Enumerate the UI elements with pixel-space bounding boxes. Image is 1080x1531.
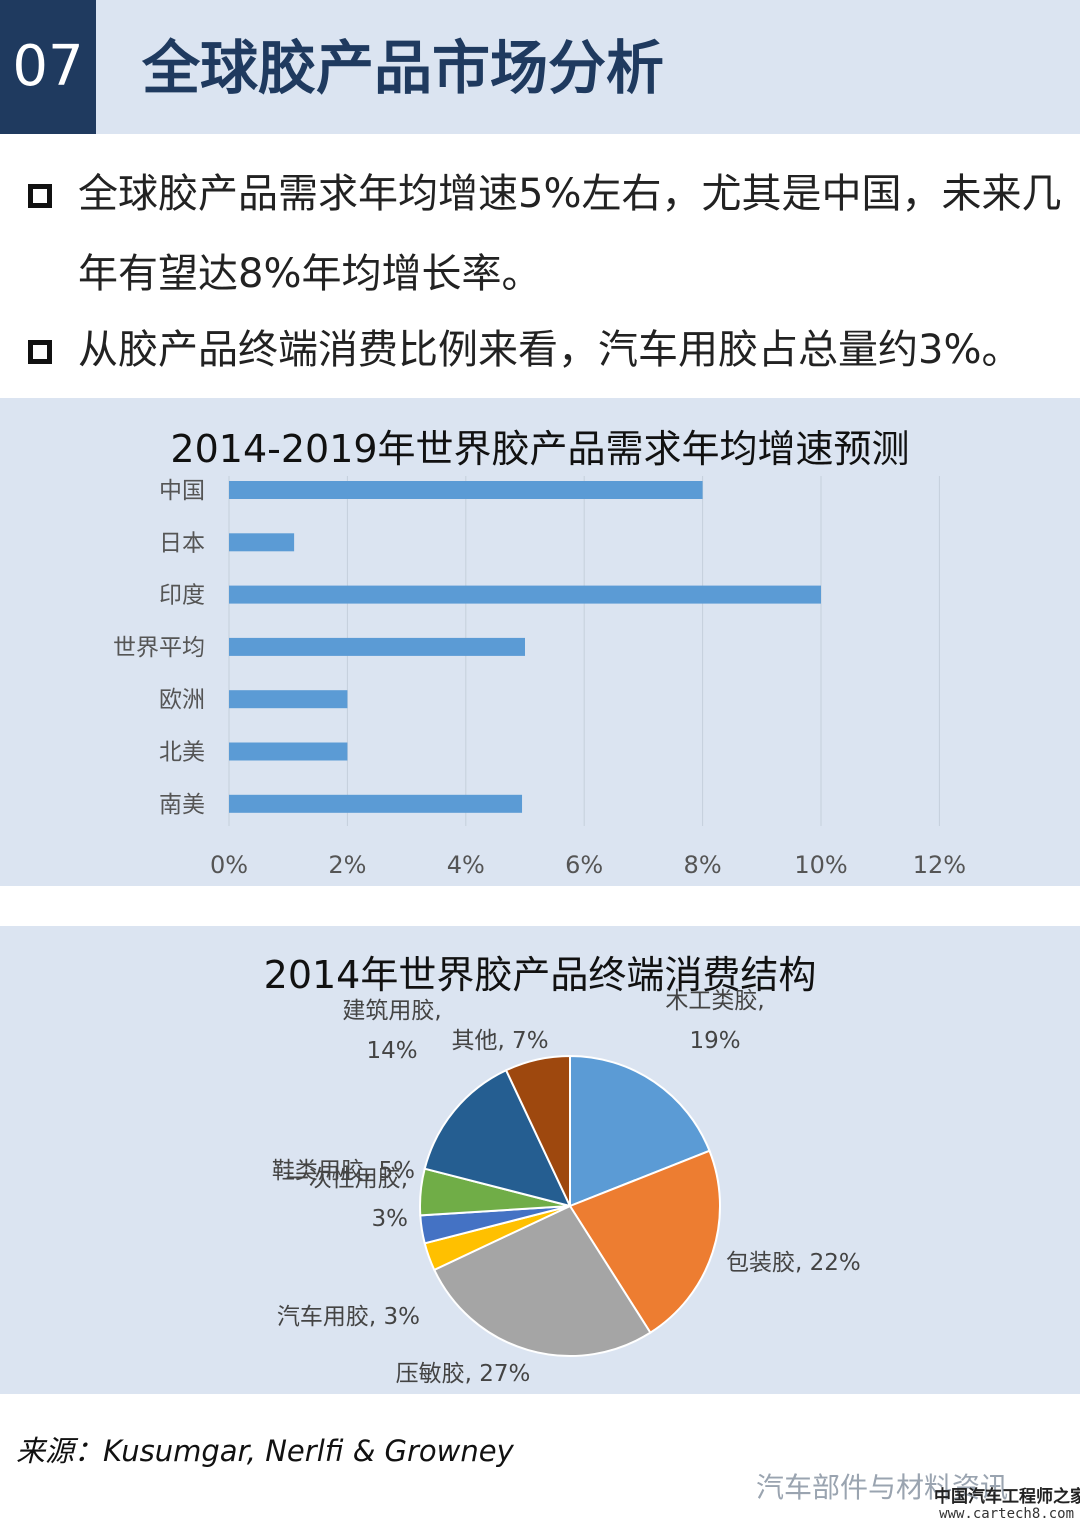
category-label: 南美 <box>159 792 205 818</box>
x-tick-label: 0% <box>210 851 248 879</box>
pie-slice <box>423 1068 572 1208</box>
bar-chart-title: 2014-2019年世界胶产品需求年均增速预测 <box>170 427 910 471</box>
bar <box>229 637 525 656</box>
category-label: 欧洲 <box>159 687 205 713</box>
bullet-text: 从胶产品终端消费比例来看，汽车用胶占总量约3%。 <box>78 327 1022 373</box>
x-tick-label: 6% <box>565 851 603 879</box>
category-label: 中国 <box>159 478 205 504</box>
page-title: 全球胶产品市场分析 <box>142 34 665 102</box>
bar <box>229 585 821 604</box>
slice-label: 压敏胶, 27% <box>396 1361 531 1387</box>
category-label: 北美 <box>159 740 205 766</box>
bar <box>229 481 703 499</box>
pie-slice <box>568 1149 721 1335</box>
x-tick-label: 8% <box>684 851 722 879</box>
category-label: 世界平均 <box>113 635 205 661</box>
bar <box>229 742 348 761</box>
bar <box>229 690 348 709</box>
slice-label: 14% <box>366 1038 417 1064</box>
x-tick-label: 4% <box>447 851 485 879</box>
pie-slice <box>569 1054 711 1208</box>
slice-label: 其他, 7% <box>451 1028 548 1054</box>
slice-label: 汽车用胶, 3% <box>277 1304 420 1330</box>
checkbox-square-icon <box>28 184 52 208</box>
watermark-url: www.cartech8.com <box>939 1506 1074 1522</box>
x-tick-label: 10% <box>794 851 847 879</box>
source-note: 来源：Kusumgar, Nerlfi & Growney <box>16 1434 514 1468</box>
bar-chart-panel: 2014-2019年世界胶产品需求年均增速预测 0% 2% 4% 6% 8% 10% 12%… <box>0 398 1080 886</box>
pie-slice <box>432 1204 652 1357</box>
slice-label: 建筑用胶, <box>342 998 441 1024</box>
bullet-text: 全球胶产品需求年均增速5%左右，尤其是中国，未来几年有望达8%年均增长率。 <box>78 171 1062 297</box>
slice-label: 鞋类用胶, 5% <box>272 1158 415 1184</box>
category-label: 印度 <box>159 583 205 609</box>
pie-chart-panel: 2014年世界胶产品终端消费结构 木工类胶, 19% 包装胶, 22% 压敏胶, 27… <box>0 926 1080 1394</box>
pie-chart-title: 2014年世界胶产品终端消费结构 <box>263 953 817 997</box>
slice-label: 3% <box>372 1206 409 1232</box>
category-label: 日本 <box>159 530 205 556</box>
slice-label: 包装胶, 22% <box>726 1250 861 1276</box>
slice-label: 木工类胶, <box>665 988 764 1014</box>
checkbox-square-icon <box>28 340 52 364</box>
pie-slice <box>504 1054 571 1207</box>
x-tick-label: 2% <box>328 851 366 879</box>
pie-chart: 木工类胶, 19% 包装胶, 22% 压敏胶, 27% 汽车用胶, 3% 一次性用胶, 3%… <box>272 988 861 1387</box>
bar <box>229 533 295 552</box>
x-tick-label: 12% <box>913 851 966 879</box>
slice-label: 一次性用胶, <box>286 1166 408 1192</box>
header-bar: 07 全球胶产品市场分析 <box>0 0 1080 134</box>
slice-label: 19% <box>689 1028 740 1054</box>
watermark-site: 中国汽车工程师之家 <box>934 1487 1080 1507</box>
bar <box>229 794 523 813</box>
watermark-brand: 汽车部件与材料资讯 <box>756 1471 1009 1504</box>
section-number: 07 <box>0 0 96 134</box>
